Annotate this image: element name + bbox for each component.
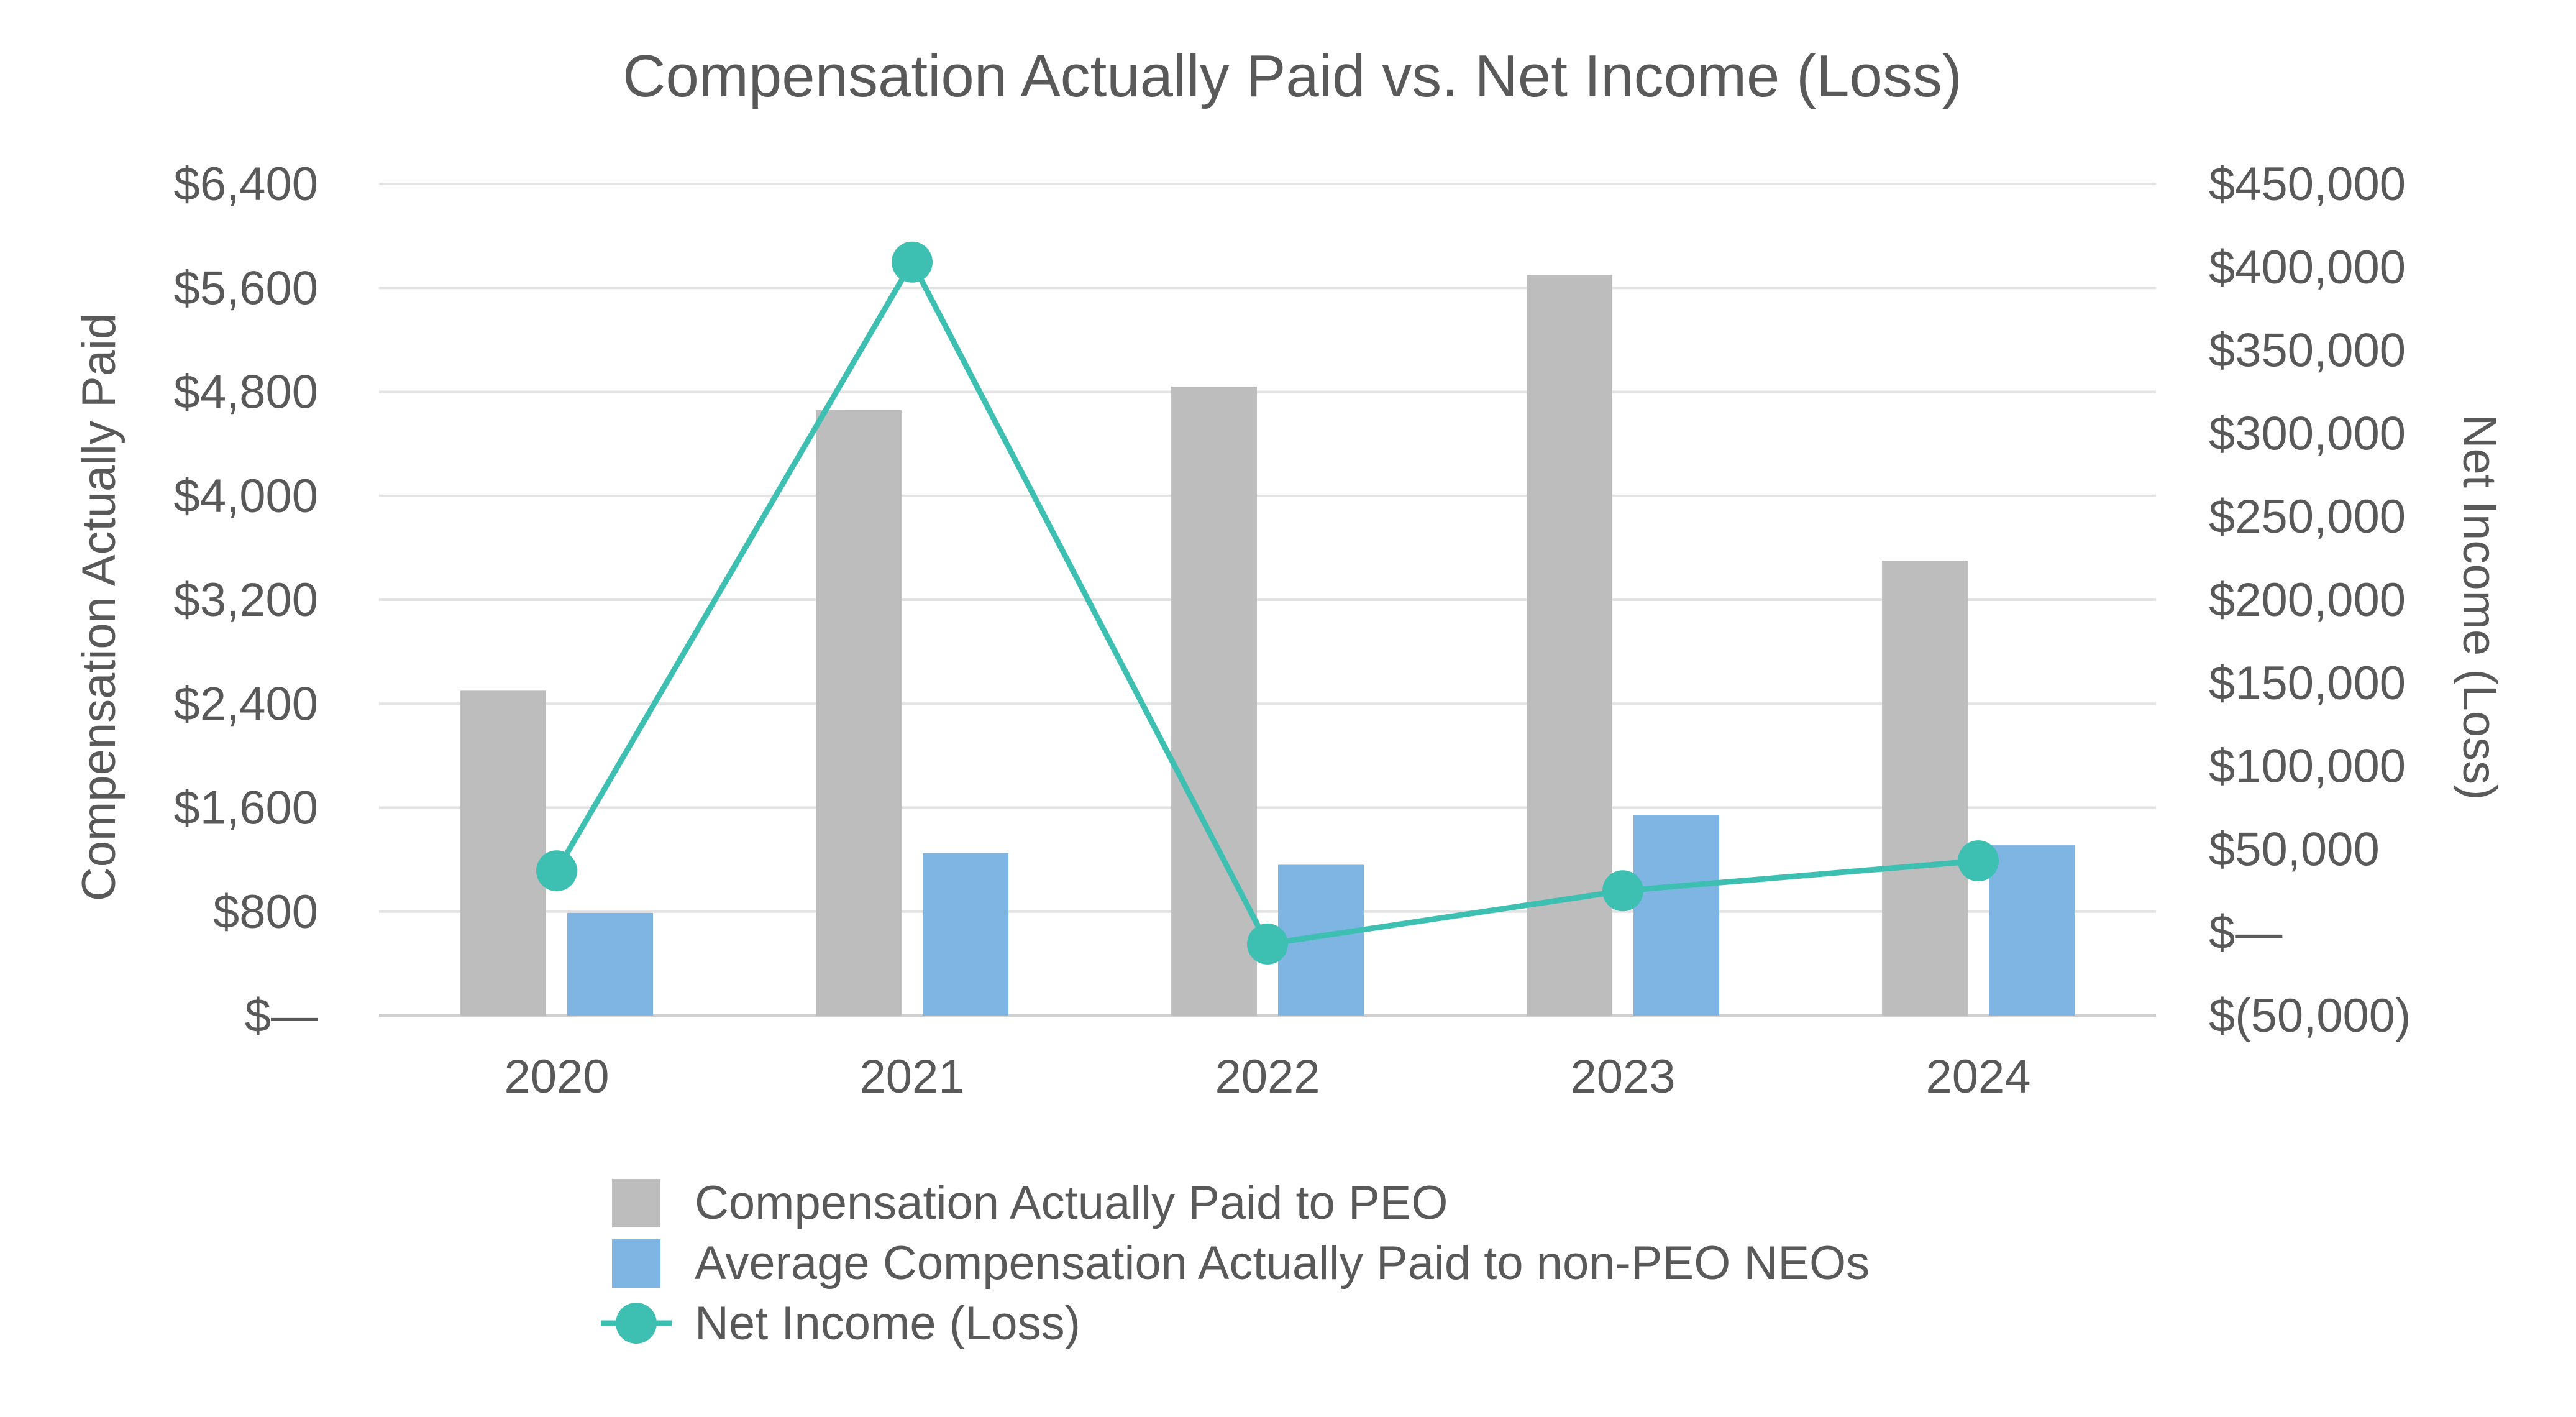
net-income-line	[536, 241, 1999, 965]
x-tick-label: 2023	[1570, 1050, 1675, 1103]
y-tick-label: $5,600	[174, 262, 318, 314]
bars	[460, 275, 2075, 1016]
bar-peo	[816, 410, 902, 1016]
bar-non-peo-neo	[567, 912, 653, 1016]
y-tick-label: $2,400	[174, 677, 318, 730]
x-axis-ticks: 2020 2021 2022 2023 2024	[504, 1050, 2030, 1103]
y2-tick-label: $150,000	[2209, 657, 2406, 710]
y-tick-label: $4,800	[174, 366, 318, 419]
bar-peo	[460, 690, 546, 1016]
y2-tick-label: $50,000	[2209, 823, 2380, 876]
right-axis-ticks: $(50,000) $— $50,000 $100,000 $150,000 $200,0…	[2209, 158, 2411, 1042]
bar-non-peo-neo	[1989, 845, 2075, 1016]
legend-swatch	[612, 1239, 660, 1288]
y-tick-label: $1,600	[174, 782, 318, 835]
x-tick-label: 2020	[504, 1050, 609, 1103]
x-tick-label: 2021	[859, 1050, 964, 1103]
y2-tick-label: $200,000	[2209, 574, 2406, 626]
y-tick-label: $4,000	[174, 470, 318, 523]
net-income-point	[536, 850, 577, 892]
left-axis-ticks: $— $800 $1,600 $2,400 $3,200 $4,000 $4,800 $5,6…	[174, 158, 318, 1042]
gridlines	[379, 183, 2156, 1017]
legend-label: Average Compensation Actually Paid to no…	[695, 1237, 1870, 1290]
y-tick-label: $800	[213, 886, 318, 938]
y2-tick-label: $100,000	[2209, 740, 2406, 793]
bar-peo	[1171, 387, 1257, 1016]
y2-tick-label: $250,000	[2209, 490, 2406, 543]
legend: Compensation Actually Paid to PEO Average…	[601, 1176, 1870, 1350]
x-tick-label: 2024	[1925, 1050, 2030, 1103]
y-tick-label: $—	[245, 989, 318, 1042]
y-tick-label: $3,200	[174, 574, 318, 626]
y2-tick-label: $400,000	[2209, 241, 2406, 294]
legend-label: Net Income (Loss)	[695, 1297, 1080, 1350]
y2-tick-label: $300,000	[2209, 407, 2406, 460]
bar-peo	[1882, 561, 1968, 1016]
net-income-line-path	[554, 259, 1979, 947]
y2-tick-label: $450,000	[2209, 158, 2406, 211]
net-income-point	[1958, 840, 1999, 882]
y-axis-label: Compensation Actually Paid	[73, 313, 126, 901]
legend-label: Compensation Actually Paid to PEO	[695, 1176, 1448, 1229]
legend-marker	[616, 1303, 657, 1344]
bar-non-peo-neo	[923, 853, 1008, 1016]
y-tick-label: $6,400	[174, 158, 318, 211]
bar-non-peo-neo	[1633, 815, 1719, 1016]
net-income-point	[1247, 923, 1288, 965]
y2-tick-label: $(50,000)	[2209, 989, 2411, 1042]
x-tick-label: 2022	[1215, 1050, 1320, 1103]
chart-title: Compensation Actually Paid vs. Net Incom…	[623, 43, 1962, 109]
y2-axis-label: Net Income (Loss)	[2453, 415, 2506, 800]
net-income-point	[1602, 870, 1643, 912]
legend-swatch	[612, 1179, 660, 1227]
y2-tick-label: $—	[2209, 906, 2282, 959]
net-income-point	[892, 241, 933, 283]
y2-tick-label: $350,000	[2209, 324, 2406, 377]
